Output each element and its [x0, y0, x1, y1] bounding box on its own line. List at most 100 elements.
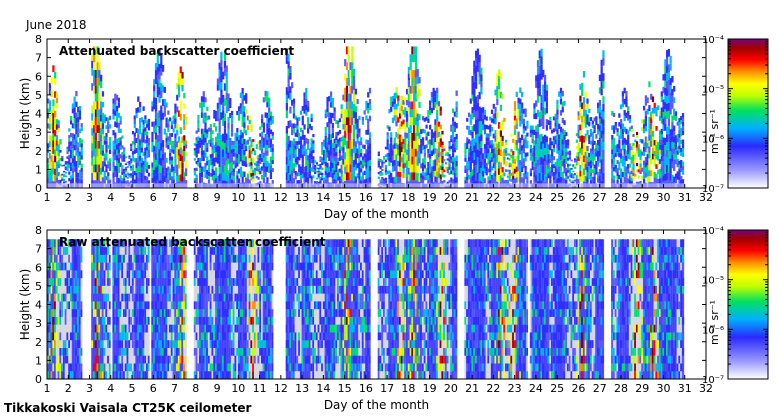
- x-tick-label: 22: [486, 382, 500, 395]
- y-tick-label: 5: [35, 89, 42, 102]
- x-tick-label: 15: [338, 382, 352, 395]
- x-tick-label: 32: [699, 382, 713, 395]
- x-tick-label: 16: [359, 382, 373, 395]
- x-tick-label: 24: [529, 382, 543, 395]
- y-tick-label: 1: [35, 163, 42, 176]
- colorbar-label: m⁻¹ sr⁻¹: [708, 109, 721, 154]
- x-tick-label: 21: [465, 382, 479, 395]
- x-tick-label: 23: [508, 382, 522, 395]
- x-tick-label: 24: [529, 191, 543, 204]
- x-tick-label: 12: [274, 191, 288, 204]
- x-tick-label: 16: [359, 191, 373, 204]
- x-tick-label: 29: [635, 382, 649, 395]
- x-tick-label: 21: [465, 191, 479, 204]
- x-tick-label: 30: [656, 191, 670, 204]
- x-tick-label: 14: [316, 382, 330, 395]
- panel-title: Raw attenuated backscatter coefficient: [59, 235, 326, 249]
- y-tick-label: 4: [35, 108, 42, 121]
- x-axis-label: Day of the month: [324, 398, 429, 412]
- y-tick-label: 0: [35, 373, 42, 386]
- x-tick-label: 9: [214, 191, 221, 204]
- x-tick-label: 4: [107, 382, 114, 395]
- y-tick-label: 6: [35, 70, 42, 83]
- panel-title: Attenuated backscatter coefficient: [59, 44, 294, 58]
- x-tick-label: 8: [192, 191, 199, 204]
- heatmap-cells: [47, 239, 685, 379]
- x-tick-label: 29: [635, 191, 649, 204]
- month-label: June 2018: [26, 18, 87, 32]
- x-tick-label: 32: [699, 191, 713, 204]
- x-tick-label: 6: [150, 382, 157, 395]
- x-tick-label: 31: [678, 191, 692, 204]
- y-axis-label: Height (km): [18, 269, 32, 340]
- x-tick-label: 7: [171, 191, 178, 204]
- y-tick-label: 1: [35, 354, 42, 367]
- colorbar: [727, 38, 769, 189]
- x-tick-label: 22: [486, 191, 500, 204]
- colorbar-label: m⁻¹ sr⁻¹: [708, 300, 721, 345]
- x-tick-label: 3: [86, 191, 93, 204]
- y-tick-label: 3: [35, 126, 42, 139]
- x-tick-label: 12: [274, 382, 288, 395]
- x-tick-label: 11: [253, 191, 267, 204]
- colorbar-tick-label: 10⁻⁴: [702, 35, 724, 46]
- x-tick-label: 11: [253, 382, 267, 395]
- y-tick-label: 4: [35, 299, 42, 312]
- x-tick-label: 2: [65, 191, 72, 204]
- x-tick-label: 23: [508, 191, 522, 204]
- x-tick-label: 6: [150, 191, 157, 204]
- x-tick-label: 1: [44, 191, 51, 204]
- colorbar-tick-label: 10⁻⁴: [702, 226, 724, 237]
- colorbar-tick-label: 10⁻⁵: [702, 85, 724, 96]
- y-tick-label: 8: [35, 224, 42, 237]
- y-axis-label: Height (km): [18, 78, 32, 149]
- x-tick-label: 19: [423, 191, 437, 204]
- x-tick-label: 31: [678, 382, 692, 395]
- x-tick-label: 20: [444, 382, 458, 395]
- colorbar-tick-label: 10⁻⁶: [702, 134, 724, 145]
- x-tick-label: 15: [338, 191, 352, 204]
- x-tick-label: 7: [171, 382, 178, 395]
- x-tick-label: 18: [401, 191, 415, 204]
- y-tick-label: 6: [35, 261, 42, 274]
- x-tick-label: 3: [86, 382, 93, 395]
- x-tick-label: 5: [129, 382, 136, 395]
- y-tick-label: 5: [35, 280, 42, 293]
- x-tick-label: 28: [614, 382, 628, 395]
- x-tick-label: 2: [65, 382, 72, 395]
- x-tick-label: 28: [614, 191, 628, 204]
- x-tick-label: 30: [656, 382, 670, 395]
- colorbar-tick-label: 10⁻⁷: [702, 184, 724, 195]
- y-tick-label: 3: [35, 317, 42, 330]
- x-tick-label: 8: [192, 382, 199, 395]
- x-tick-label: 26: [571, 191, 585, 204]
- heatmap-cells: [47, 46, 685, 188]
- x-tick-label: 18: [401, 382, 415, 395]
- x-tick-label: 5: [129, 191, 136, 204]
- x-tick-label: 4: [107, 191, 114, 204]
- x-tick-label: 9: [214, 382, 221, 395]
- colorbar-tick-label: 10⁻⁵: [702, 276, 724, 287]
- y-tick-label: 2: [35, 336, 42, 349]
- x-tick-label: 25: [550, 382, 564, 395]
- x-tick-label: 13: [295, 191, 309, 204]
- x-tick-label: 10: [231, 191, 245, 204]
- colorbar: [727, 229, 769, 380]
- x-tick-label: 10: [231, 382, 245, 395]
- colorbar-tick-label: 10⁻⁶: [702, 325, 724, 336]
- x-axis-label: Day of the month: [324, 207, 429, 221]
- x-tick-label: 26: [571, 382, 585, 395]
- colorbar-tick-label: 10⁻⁷: [702, 375, 724, 386]
- x-tick-label: 17: [380, 382, 394, 395]
- y-tick-label: 2: [35, 145, 42, 158]
- instrument-footer: Tikkakoski Vaisala CT25K ceilometer: [4, 401, 252, 415]
- x-tick-label: 17: [380, 191, 394, 204]
- x-tick-label: 25: [550, 191, 564, 204]
- x-tick-label: 14: [316, 191, 330, 204]
- x-tick-label: 20: [444, 191, 458, 204]
- x-tick-label: 1: [44, 382, 51, 395]
- x-tick-label: 13: [295, 382, 309, 395]
